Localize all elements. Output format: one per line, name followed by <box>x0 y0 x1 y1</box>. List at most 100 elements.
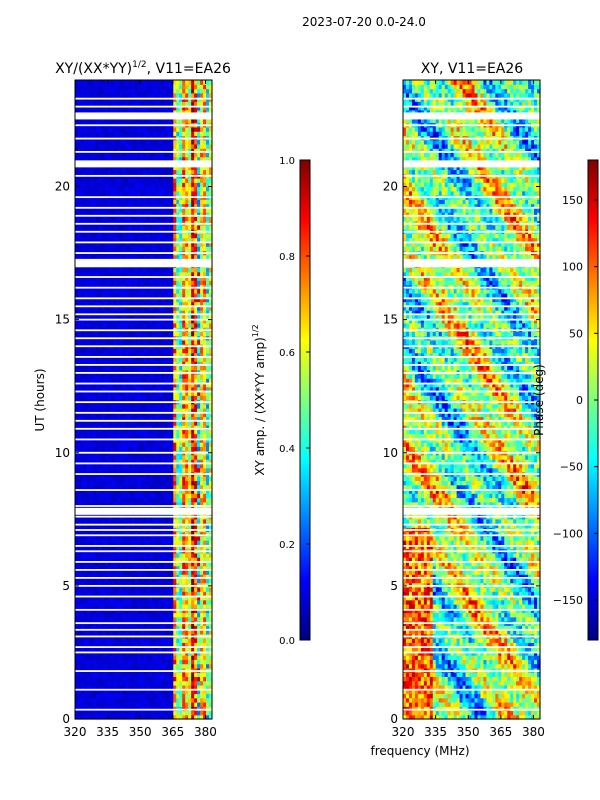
heatmap-cell <box>116 501 121 507</box>
heatmap-cell <box>89 642 94 648</box>
heatmap-cell <box>173 305 177 311</box>
heatmap-cell <box>182 595 186 601</box>
heatmap-cell <box>77 552 82 558</box>
heatmap-cell <box>161 676 165 682</box>
heatmap-cell <box>116 638 121 643</box>
heatmap-cell <box>77 386 82 392</box>
heatmap-cell <box>128 288 133 294</box>
heatmap-cell <box>161 310 165 315</box>
heatmap-cell <box>143 599 148 605</box>
heatmap-cell <box>203 301 207 307</box>
heatmap-cell <box>116 331 121 337</box>
heatmap-cell <box>113 425 118 430</box>
heatmap-cell <box>164 655 168 660</box>
heatmap-cell <box>152 540 157 545</box>
heatmap-cell <box>191 314 195 320</box>
heatmap-cell <box>104 676 109 682</box>
heatmap-cell <box>116 612 121 618</box>
heatmap-cell <box>188 591 192 597</box>
heatmap-cell <box>125 408 130 413</box>
heatmap-cell <box>170 565 174 571</box>
heatmap-cell <box>191 373 195 379</box>
heatmap-cell <box>200 557 204 562</box>
heatmap-cell <box>137 390 142 396</box>
heatmap-cell <box>182 689 186 695</box>
heatmap-cell <box>155 672 159 677</box>
heatmap-cell <box>155 476 159 482</box>
heatmap-cell <box>200 599 204 605</box>
heatmap-cell <box>131 535 136 541</box>
heatmap-cell <box>152 390 157 396</box>
heatmap-cell <box>197 484 201 490</box>
heatmap-cell <box>152 454 157 460</box>
heatmap-cell <box>176 275 180 281</box>
heatmap-cell <box>137 365 142 371</box>
heatmap-cell <box>170 271 174 277</box>
heatmap-cell <box>101 331 106 337</box>
heatmap-cell <box>128 697 133 703</box>
heatmap-cell <box>158 416 162 422</box>
heatmap-cell <box>77 254 82 260</box>
heatmap-cell <box>188 697 192 703</box>
heatmap-cell <box>197 531 201 537</box>
heatmap-cell <box>203 540 207 545</box>
heatmap-cell <box>80 373 85 379</box>
heatmap-cell <box>125 561 130 567</box>
heatmap-cell <box>152 642 157 648</box>
heatmap-cell <box>197 408 201 413</box>
heatmap-cell <box>167 378 171 384</box>
heatmap-cell <box>200 603 204 609</box>
heatmap-cell <box>140 646 145 652</box>
heatmap-cell <box>149 293 154 298</box>
heatmap-cell <box>110 352 115 358</box>
heatmap-cell <box>89 476 94 482</box>
heatmap-cell <box>89 706 94 712</box>
heatmap-cell <box>173 672 177 677</box>
heatmap-cell <box>134 373 139 379</box>
heatmap-cell <box>86 659 91 665</box>
heatmap-cell <box>161 706 165 712</box>
heatmap-cell <box>98 710 103 716</box>
heatmap-cell <box>170 310 174 315</box>
heatmap-cell <box>158 659 162 665</box>
heatmap-cell <box>131 467 136 473</box>
heatmap-cell <box>149 348 154 354</box>
heatmap-cell <box>170 616 174 622</box>
heatmap-cell <box>77 318 82 324</box>
heatmap-cell <box>194 565 198 571</box>
heatmap-cell <box>182 625 186 631</box>
heatmap-cell <box>95 467 100 473</box>
heatmap-cell <box>119 267 124 273</box>
heatmap-cell <box>185 395 189 401</box>
heatmap-cell <box>134 603 139 609</box>
heatmap-cell <box>200 454 204 460</box>
heatmap-cell <box>185 429 189 435</box>
heatmap-cell <box>176 459 180 464</box>
heatmap-cell <box>155 629 159 635</box>
heatmap-cell <box>146 433 151 439</box>
heatmap-cell <box>149 488 154 494</box>
heatmap-cell <box>143 429 148 435</box>
heatmap-cell <box>143 322 148 328</box>
heatmap-cell <box>89 574 94 580</box>
heatmap-cell <box>95 429 100 435</box>
heatmap-cell <box>161 463 165 469</box>
heatmap-cell <box>203 382 207 388</box>
heatmap-cell <box>122 557 127 562</box>
heatmap-cell <box>170 706 174 712</box>
heatmap-cell <box>95 574 100 580</box>
heatmap-cell <box>170 382 174 388</box>
heatmap-cell <box>95 378 100 384</box>
heatmap-cell <box>200 412 204 418</box>
heatmap-cell <box>209 429 213 435</box>
heatmap-cell <box>200 442 204 447</box>
heatmap-cell <box>203 484 207 490</box>
heatmap-cell <box>89 569 94 575</box>
heatmap-cell <box>140 676 145 682</box>
heatmap-cell <box>194 476 198 482</box>
heatmap-cell <box>86 416 91 422</box>
heatmap-cell <box>164 348 168 354</box>
heatmap-cell <box>206 493 210 499</box>
heatmap-cell <box>143 348 148 354</box>
heatmap-cell <box>194 493 198 499</box>
